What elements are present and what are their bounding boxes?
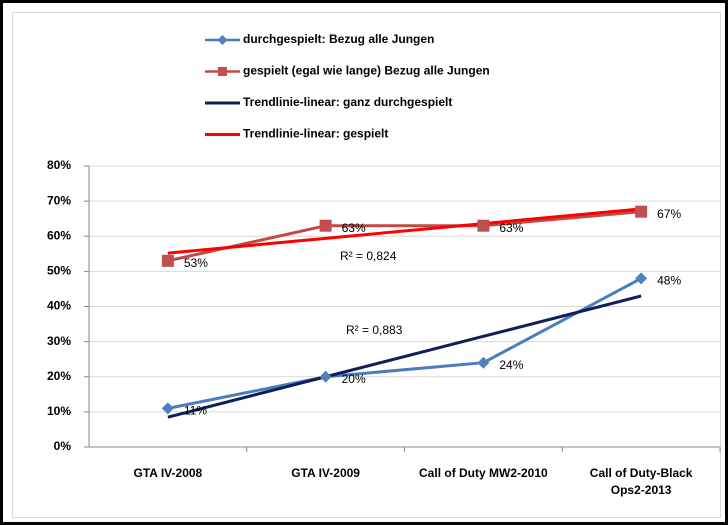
legend-label: durchgespielt: Bezug alle Jungen [243,32,434,46]
data-label: 24% [499,358,523,372]
data-label: 48% [657,274,681,288]
marker [161,402,174,415]
series-line [167,210,642,263]
x-tick-label: Call of Duty MW2-2010 [419,466,548,480]
marker [477,219,490,232]
data-label: 67% [657,207,681,221]
chart-frame [12,12,721,518]
legend-label: Trendlinie-linear: ganz durchgespielt [243,95,452,109]
y-tick-label: 60% [47,228,71,242]
y-tick-label: 10% [47,404,71,418]
marker [635,205,648,218]
x-tick-label: Call of Duty-Black Ops2-2013 [589,466,693,497]
series-line [167,277,642,410]
legend-marker [217,35,228,45]
y-tick-label: 70% [47,193,71,207]
marker [319,219,332,232]
trend-line [167,294,642,419]
marker [635,272,648,285]
y-tick-label: 20% [47,369,71,383]
y-tick-label: 40% [47,299,71,313]
y-tick-label: 80% [47,158,71,172]
legend-marker [218,67,227,76]
y-tick-label: 30% [47,334,71,348]
data-label: 63% [499,221,523,235]
trend-line [167,207,642,255]
marker [319,370,332,383]
data-label: 53% [184,256,208,270]
y-tick-label: 50% [47,264,71,278]
data-label: 11% [184,404,207,418]
annotation: R² = 0,824 [340,249,397,263]
marker [477,356,490,369]
legend-label: gespielt (egal wie lange) Bezug alle Jun… [243,64,490,78]
data-label: 20% [342,372,366,386]
annotation: R² = 0,883 [346,323,403,337]
legend-label: Trendlinie-linear: gespielt [243,127,388,141]
data-label: 63% [342,221,366,235]
y-tick-label: 0% [54,439,72,453]
x-tick-label: GTA IV-2008 [133,466,203,480]
marker [161,254,174,267]
x-tick-label: GTA IV-2009 [291,466,360,480]
